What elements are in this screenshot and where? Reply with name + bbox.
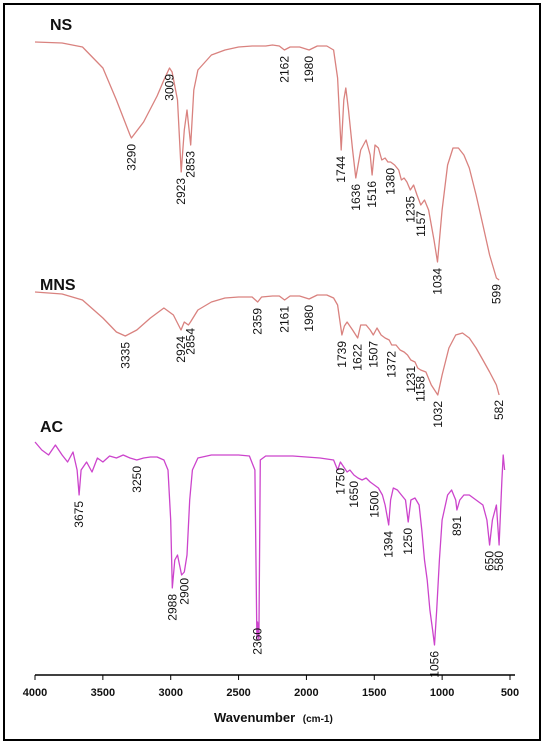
series-line-ns — [34, 41, 500, 281]
peak-label-ns-3009: 3009 — [163, 74, 177, 101]
peak-label-mns-1507: 1507 — [366, 341, 380, 368]
peak-label-ac-1394: 1394 — [382, 531, 396, 558]
peak-label-ns-3290: 3290 — [124, 144, 138, 171]
series-line-mns — [34, 291, 500, 396]
series-line-ac — [34, 441, 506, 646]
peak-label-mns-582: 582 — [492, 400, 506, 420]
peak-label-mns-1372: 1372 — [385, 351, 399, 378]
x-tick-label-1000: 1000 — [430, 687, 454, 699]
peak-label-mns-2854: 2854 — [184, 328, 198, 355]
x-tick-label-1500: 1500 — [362, 687, 386, 699]
series-name-ac: AC — [40, 419, 64, 436]
series-layer — [34, 41, 506, 646]
peak-label-ns-1980: 1980 — [302, 56, 316, 83]
x-tick-label-4000: 4000 — [23, 687, 47, 699]
peak-label-ns-2923: 2923 — [174, 178, 188, 205]
peak-label-ns-599: 599 — [490, 284, 504, 304]
peak-label-mns-1032: 1032 — [431, 401, 445, 428]
series-name-ns: NS — [50, 17, 73, 34]
peak-label-ac-1250: 1250 — [401, 528, 415, 555]
peak-label-ac-3675: 3675 — [72, 501, 86, 528]
x-tick-label-2000: 2000 — [294, 687, 318, 699]
peak-label-ns-1636: 1636 — [349, 184, 363, 211]
peak-label-ac-580: 580 — [492, 551, 506, 571]
peak-label-ns-2853: 2853 — [184, 151, 198, 178]
x-tick-label-3500: 3500 — [91, 687, 115, 699]
x-axis-title: Wavenumber (cm-1) — [214, 710, 333, 725]
peak-label-ns-1157: 1157 — [414, 211, 428, 237]
x-axis-unit: (cm-1) — [303, 714, 333, 725]
peak-label-ac-2900: 2900 — [177, 578, 191, 605]
peak-label-ac-650: 650 — [483, 551, 497, 571]
figure-frame — [3, 3, 541, 741]
peak-label-ns-1380: 1380 — [384, 168, 398, 195]
x-axis: 4000 3500 3000 2500 2000 1500 1000 500 — [23, 674, 519, 699]
x-tick-label-2500: 2500 — [226, 687, 250, 699]
peak-label-ac-2360: 2360 — [251, 628, 265, 655]
peak-label-ac-3250: 3250 — [130, 466, 144, 493]
peak-label-ac-1750: 1750 — [333, 468, 347, 495]
peak-label-ac-1650: 1650 — [347, 481, 361, 508]
peak-label-mns-2161: 2161 — [278, 306, 292, 333]
peak-label-ns-1235: 1235 — [403, 196, 417, 223]
peak-label-ac-891: 891 — [450, 516, 464, 536]
peak-label-mns-1980: 1980 — [302, 305, 316, 332]
x-axis-title-text: Wavenumber — [214, 710, 295, 725]
peak-label-mns-2924: 2924 — [174, 336, 188, 363]
peak-label-mns-1622: 1622 — [351, 344, 365, 371]
peak-label-ns-1516: 1516 — [365, 181, 379, 208]
peak-label-ac-1056: 1056 — [428, 651, 442, 678]
peak-label-mns-1739: 1739 — [335, 341, 349, 368]
peak-label-ns-1744: 1744 — [334, 156, 348, 183]
peak-label-ac-1500: 1500 — [367, 491, 381, 518]
peak-label-ns-1034: 1034 — [431, 268, 445, 295]
peak-label-ns-2162: 2162 — [277, 56, 291, 83]
peak-label-ac-2988: 2988 — [165, 594, 179, 621]
x-tick-label-500: 500 — [501, 687, 519, 699]
series-name-mns: MNS — [40, 277, 76, 294]
peak-label-mns-1231: 1231 — [404, 366, 418, 393]
peak-label-mns-3335: 3335 — [118, 342, 132, 369]
peak-label-mns-2359: 2359 — [251, 308, 265, 335]
peak-label-mns-1158: 1158 — [414, 376, 428, 402]
x-tick-label-3000: 3000 — [158, 687, 182, 699]
